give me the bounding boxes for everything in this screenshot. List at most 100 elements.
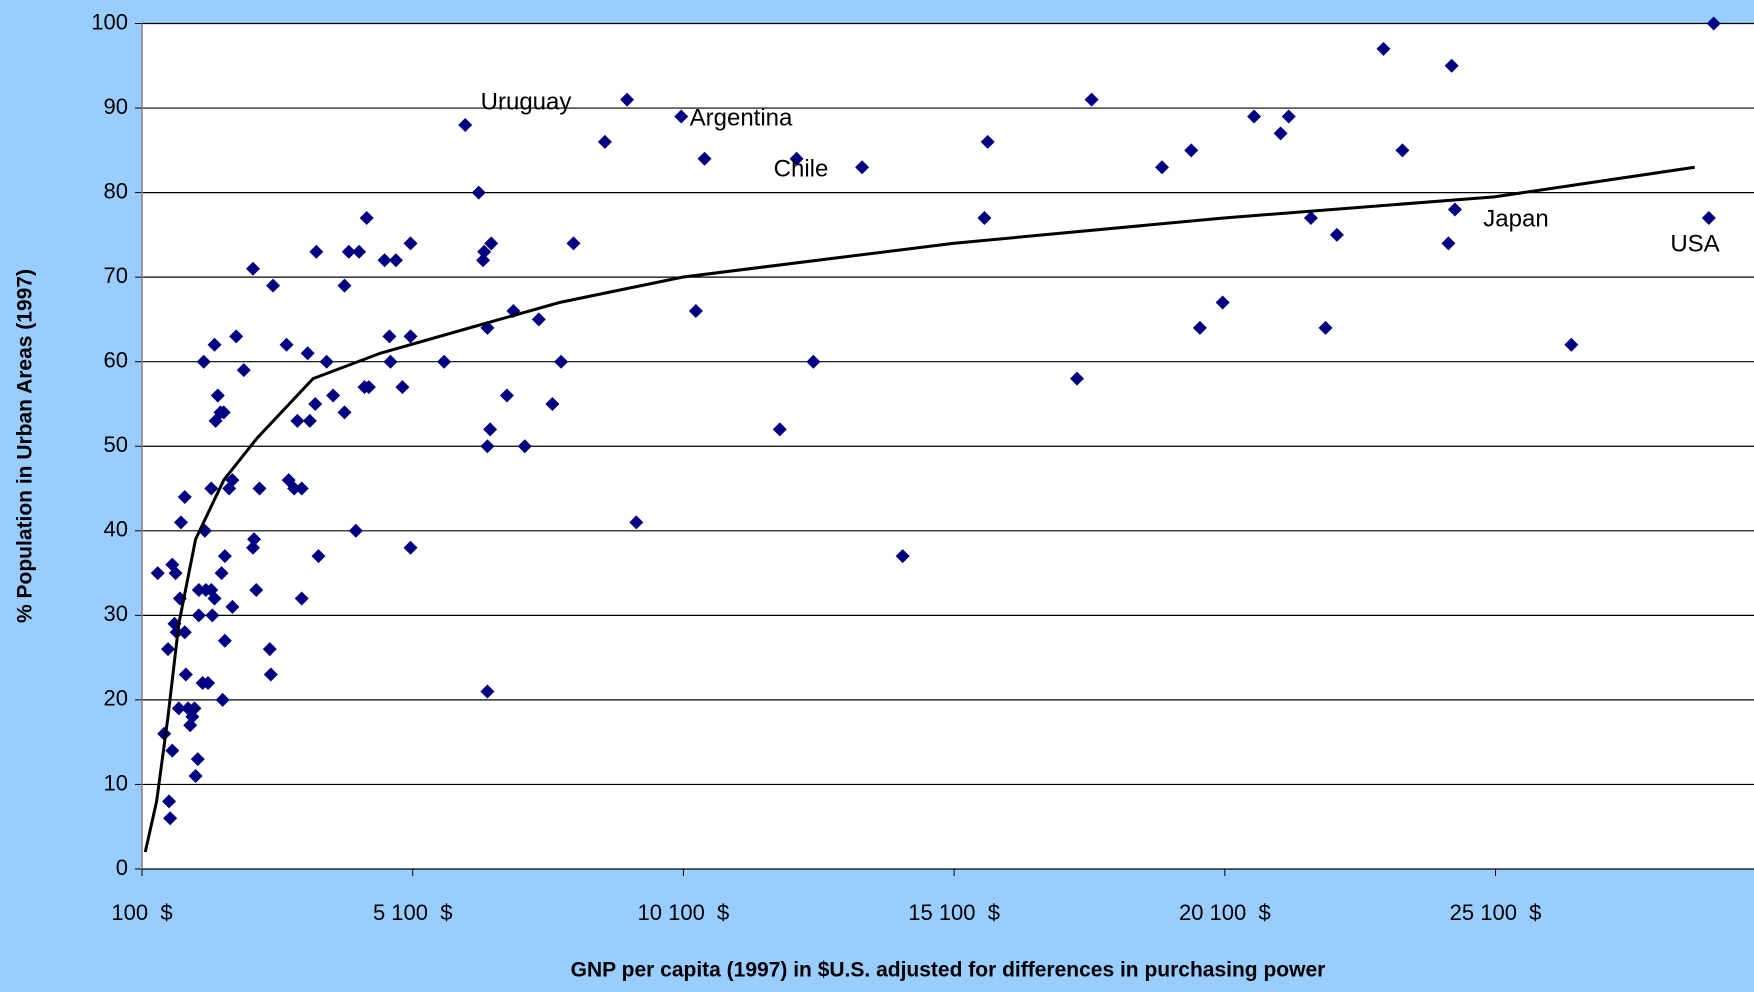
point bbox=[806, 354, 821, 369]
point bbox=[383, 354, 398, 369]
annotation: Chile bbox=[774, 155, 829, 182]
point bbox=[480, 684, 495, 699]
x-tick-label: 5 100 $ bbox=[373, 900, 453, 925]
point bbox=[177, 489, 192, 504]
point bbox=[1155, 160, 1170, 175]
point bbox=[319, 354, 334, 369]
point bbox=[236, 363, 251, 378]
point bbox=[266, 278, 281, 293]
point bbox=[160, 642, 175, 657]
point bbox=[191, 608, 206, 623]
point bbox=[1447, 202, 1462, 217]
y-tick-label: 30 bbox=[104, 601, 128, 626]
point bbox=[1706, 16, 1721, 31]
point bbox=[163, 811, 178, 826]
point bbox=[205, 608, 220, 623]
y-tick-label: 60 bbox=[104, 348, 128, 373]
point bbox=[162, 794, 177, 809]
point bbox=[245, 540, 260, 555]
point bbox=[1184, 143, 1199, 158]
point bbox=[566, 236, 581, 251]
y-tick-label: 70 bbox=[104, 263, 128, 288]
point bbox=[855, 160, 870, 175]
point bbox=[188, 768, 203, 783]
x-tick-label: 10 100 $ bbox=[638, 900, 730, 925]
point bbox=[1444, 58, 1459, 73]
point bbox=[471, 185, 486, 200]
point bbox=[597, 134, 612, 149]
point bbox=[1564, 337, 1579, 352]
point bbox=[629, 515, 644, 530]
x-tick-label: 25 100 $ bbox=[1450, 900, 1542, 925]
y-tick-label: 50 bbox=[104, 432, 128, 457]
point bbox=[165, 743, 180, 758]
point bbox=[382, 329, 397, 344]
point bbox=[674, 109, 689, 124]
point bbox=[326, 388, 341, 403]
point bbox=[395, 380, 410, 395]
point bbox=[210, 388, 225, 403]
y-tick-label: 100 bbox=[91, 9, 128, 34]
point bbox=[480, 439, 495, 454]
point bbox=[697, 151, 712, 166]
point bbox=[225, 473, 240, 488]
point bbox=[1215, 295, 1230, 310]
point bbox=[361, 380, 376, 395]
point bbox=[249, 582, 264, 597]
point bbox=[252, 481, 267, 496]
point bbox=[403, 540, 418, 555]
point bbox=[895, 549, 910, 564]
point bbox=[178, 667, 193, 682]
point bbox=[217, 633, 232, 648]
point bbox=[403, 329, 418, 344]
point bbox=[437, 354, 452, 369]
point bbox=[348, 523, 363, 538]
point bbox=[1247, 109, 1262, 124]
point bbox=[207, 337, 222, 352]
point bbox=[300, 346, 315, 361]
point bbox=[309, 244, 324, 259]
point bbox=[1395, 143, 1410, 158]
point bbox=[1273, 126, 1288, 141]
x-axis-title: GNP per capita (1997) in $U.S. adjusted … bbox=[571, 959, 1326, 982]
point bbox=[620, 92, 635, 107]
point bbox=[545, 396, 560, 411]
point bbox=[789, 151, 804, 166]
y-tick-label: 20 bbox=[104, 686, 128, 711]
annotation: Uruguay bbox=[481, 88, 572, 115]
y-tick-label: 40 bbox=[104, 517, 128, 542]
point bbox=[216, 405, 231, 420]
point bbox=[1441, 236, 1456, 251]
point bbox=[247, 532, 262, 547]
point bbox=[1070, 371, 1085, 386]
point bbox=[1192, 320, 1207, 335]
point bbox=[294, 591, 309, 606]
point bbox=[229, 329, 244, 344]
point bbox=[187, 701, 202, 716]
point bbox=[352, 244, 367, 259]
point bbox=[1376, 41, 1391, 56]
point bbox=[499, 388, 514, 403]
point bbox=[294, 481, 309, 496]
point bbox=[483, 422, 498, 437]
point bbox=[168, 566, 183, 581]
point bbox=[517, 439, 532, 454]
x-tick-label: 15 100 $ bbox=[908, 900, 1000, 925]
point bbox=[191, 582, 206, 597]
point bbox=[337, 278, 352, 293]
point bbox=[279, 337, 294, 352]
point bbox=[403, 236, 418, 251]
point bbox=[290, 413, 305, 428]
point bbox=[554, 354, 569, 369]
point bbox=[190, 752, 205, 767]
y-tick-label: 0 bbox=[116, 855, 128, 880]
point bbox=[1084, 92, 1099, 107]
point bbox=[225, 599, 240, 614]
point bbox=[388, 253, 403, 268]
point bbox=[287, 481, 302, 496]
point bbox=[377, 253, 392, 268]
point bbox=[477, 244, 492, 259]
point bbox=[311, 549, 326, 564]
